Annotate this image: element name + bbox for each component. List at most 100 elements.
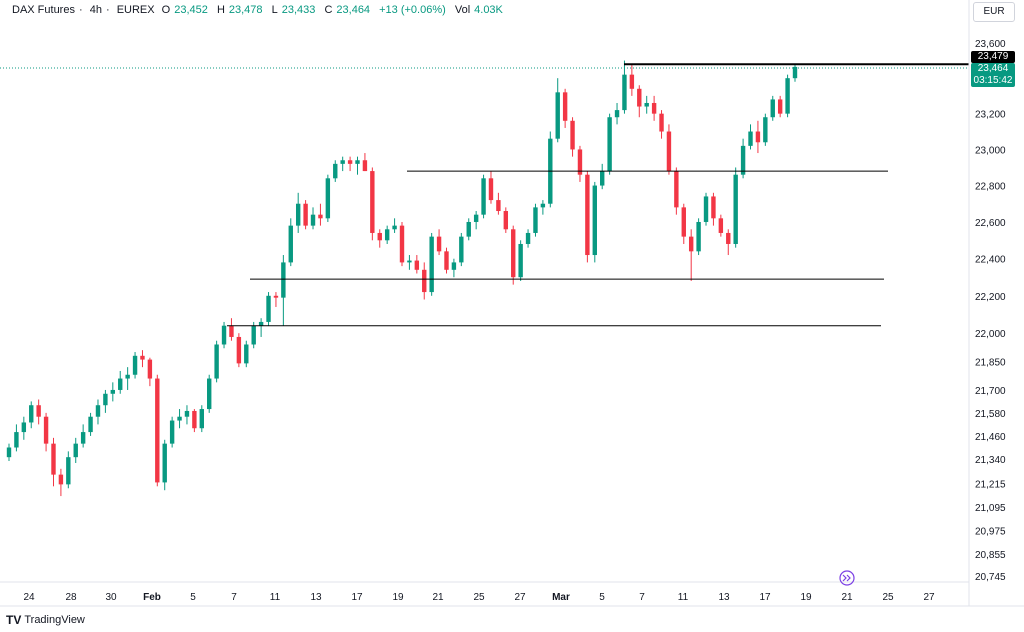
candle xyxy=(473,211,479,230)
candle xyxy=(407,255,412,270)
candle-body xyxy=(533,207,538,233)
tradingview-footer[interactable]: TV TradingView xyxy=(6,613,85,627)
candle-body xyxy=(792,66,798,79)
candle xyxy=(459,232,464,267)
y-tick-label: 21,580 xyxy=(975,409,1006,420)
open-label: O xyxy=(161,4,171,16)
y-tick-label: 21,850 xyxy=(975,357,1006,368)
change-value: +13 (+0.06%) xyxy=(379,4,446,16)
candle xyxy=(132,352,138,379)
candle xyxy=(540,200,546,215)
candle-body xyxy=(525,232,531,244)
x-tick-label: 11 xyxy=(678,592,689,603)
candle xyxy=(6,443,12,462)
candle xyxy=(80,424,86,448)
candle xyxy=(733,167,738,248)
interval[interactable]: 4h xyxy=(89,4,102,16)
candle xyxy=(726,229,731,256)
symbol-name[interactable]: DAX Futures xyxy=(12,4,75,16)
candle-body xyxy=(184,410,190,417)
candle xyxy=(614,102,620,125)
candle xyxy=(659,110,664,139)
candle-body xyxy=(518,243,523,278)
candle-body xyxy=(577,149,583,175)
candle xyxy=(681,203,686,244)
candle-body xyxy=(118,378,123,390)
y-tick-label: 20,855 xyxy=(975,550,1006,561)
candle-body xyxy=(637,88,642,107)
candle-body xyxy=(399,225,405,263)
low-label: L xyxy=(271,4,278,16)
volume-label: Vol xyxy=(454,4,471,16)
x-tick-label: 28 xyxy=(65,592,77,603)
candle xyxy=(637,85,642,118)
x-tick-label: 5 xyxy=(190,592,196,603)
candle-body xyxy=(162,443,167,483)
candle xyxy=(570,117,575,157)
candle-body xyxy=(459,236,464,263)
candle xyxy=(384,225,390,244)
x-tick-label: 17 xyxy=(351,592,363,603)
candle xyxy=(347,156,353,172)
candle xyxy=(266,292,271,326)
candle-body xyxy=(777,99,783,114)
last-price-tag: 23,464 03:15:42 xyxy=(971,63,1015,87)
candle xyxy=(666,124,672,175)
candle-body xyxy=(333,163,338,179)
candle xyxy=(518,240,523,281)
candle xyxy=(21,416,27,440)
candle-body xyxy=(681,207,686,237)
double-chevron-right-icon[interactable] xyxy=(839,570,855,586)
candle xyxy=(711,192,716,226)
candle xyxy=(303,200,308,230)
candle xyxy=(66,451,71,489)
candle xyxy=(199,405,204,433)
candle xyxy=(147,357,153,387)
x-tick-label: 30 xyxy=(105,592,117,603)
candle-body xyxy=(155,378,160,483)
currency-button[interactable]: EUR xyxy=(973,2,1015,22)
candle-body xyxy=(666,131,672,172)
candle xyxy=(488,171,494,204)
countdown-value: 03:15:42 xyxy=(973,75,1013,86)
y-tick-label: 20,745 xyxy=(975,572,1006,583)
candle-body xyxy=(295,203,301,226)
candle xyxy=(251,321,256,349)
candle-body xyxy=(377,232,382,241)
candle xyxy=(244,340,249,368)
symbol-legend: DAX Futures · 4h · EUREX O 23,452 H 23,478 L… xyxy=(12,4,503,16)
candle-body xyxy=(177,416,182,421)
candle xyxy=(436,229,442,256)
candle-body xyxy=(770,99,775,118)
candle-body xyxy=(207,378,212,410)
candle-body xyxy=(21,422,27,433)
y-tick-label: 21,340 xyxy=(975,455,1006,466)
candle xyxy=(688,229,694,281)
candle-body xyxy=(266,295,271,322)
candle xyxy=(221,321,227,349)
candle xyxy=(333,160,338,182)
y-tick-label: 22,800 xyxy=(975,182,1006,193)
candle-body xyxy=(95,405,101,417)
candle-body xyxy=(347,160,353,164)
candle-body xyxy=(199,409,204,429)
candle xyxy=(548,131,553,208)
candle xyxy=(318,203,323,226)
x-tick-label: 11 xyxy=(270,592,281,603)
candle-body xyxy=(562,92,568,121)
candle-body xyxy=(422,269,427,293)
candle-body xyxy=(473,214,479,222)
candle-body xyxy=(407,260,412,263)
candle xyxy=(600,163,605,190)
candle xyxy=(562,88,568,128)
y-tick-label: 21,460 xyxy=(975,432,1006,443)
candle xyxy=(748,124,753,150)
y-tick-label: 23,600 xyxy=(975,39,1006,50)
candle xyxy=(14,424,19,452)
candle-body xyxy=(88,416,93,433)
candle xyxy=(496,192,501,215)
candle-body xyxy=(466,221,471,237)
x-tick-label: 21 xyxy=(432,592,444,603)
candle-body xyxy=(785,78,790,114)
